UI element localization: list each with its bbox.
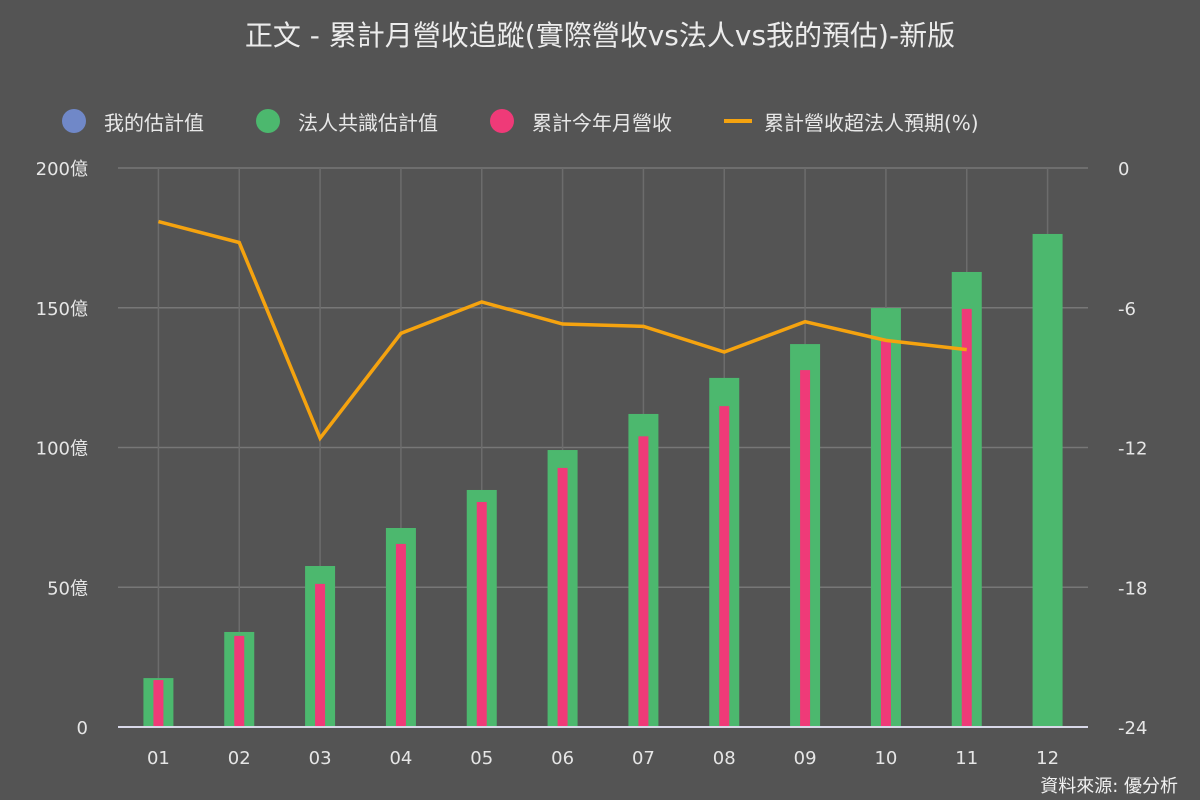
right-axis-tick: -18 (1118, 578, 1147, 599)
left-axis-tick: 50億 (47, 578, 88, 599)
bar-consensus-estimate (1032, 233, 1063, 727)
chart-title: 正文 - 累計月營收追蹤(實際營收vs法人vs我的預估)-新版 (244, 19, 956, 52)
right-axis-tick: -6 (1118, 299, 1136, 320)
legend-label: 我的估計值 (104, 110, 204, 135)
x-axis-tick: 06 (551, 748, 574, 769)
left-axis-tick: 0 (77, 718, 88, 739)
left-axis-tick: 100億 (36, 439, 88, 460)
legend-label: 法人共識估計值 (298, 110, 438, 135)
bar-cumulative-revenue (880, 339, 891, 727)
circle-marker-icon (256, 109, 280, 133)
line-marker-icon (724, 119, 752, 123)
legend-item-consensus-estimate[interactable]: 法人共識估計值 (256, 107, 438, 136)
x-axis-tick: 08 (713, 748, 736, 769)
left-axis-tick: 150億 (36, 299, 88, 320)
x-axis-tick: 09 (794, 748, 817, 769)
bar-cumulative-revenue (234, 635, 245, 727)
legend: 我的估計值 法人共識估計值 累計今年月營收 累計營收超法人預期(%) (62, 106, 1031, 136)
bar-cumulative-revenue (476, 502, 487, 727)
x-axis-tick: 04 (389, 748, 412, 769)
x-axis-tick: 02 (228, 748, 251, 769)
x-axis-tick: 10 (874, 748, 897, 769)
x-axis-tick: 12 (1036, 748, 1059, 769)
x-axis-tick: 05 (470, 748, 493, 769)
legend-label: 累計今年月營收 (532, 110, 672, 135)
legend-item-cumulative-revenue[interactable]: 累計今年月營收 (490, 107, 672, 136)
x-axis-tick: 01 (147, 748, 170, 769)
bar-cumulative-revenue (395, 543, 406, 727)
right-axis-tick: -24 (1118, 718, 1147, 739)
x-axis-tick: 07 (632, 748, 655, 769)
legend-item-my-estimate[interactable]: 我的估計值 (62, 107, 204, 136)
bar-cumulative-revenue (153, 680, 164, 727)
data-source-note: 資料來源: 優分析 (1040, 776, 1178, 797)
right-axis-tick: 0 (1118, 159, 1129, 180)
legend-item-beat-percent[interactable]: 累計營收超法人預期(%) (724, 107, 979, 136)
x-axis-tick: 11 (955, 748, 978, 769)
bar-cumulative-revenue (557, 467, 568, 727)
bar-cumulative-revenue (638, 436, 649, 727)
legend-label: 累計營收超法人預期(%) (764, 110, 979, 135)
x-axis-tick: 03 (309, 748, 332, 769)
bar-cumulative-revenue (315, 583, 326, 727)
right-axis-tick: -12 (1118, 439, 1147, 460)
left-axis-tick: 200億 (36, 159, 88, 180)
bar-cumulative-revenue (800, 370, 811, 727)
line-beat-percent (157, 219, 967, 442)
bar-cumulative-revenue (719, 406, 730, 727)
circle-marker-icon (62, 109, 86, 133)
circle-marker-icon (490, 109, 514, 133)
bar-cumulative-revenue (961, 308, 972, 727)
